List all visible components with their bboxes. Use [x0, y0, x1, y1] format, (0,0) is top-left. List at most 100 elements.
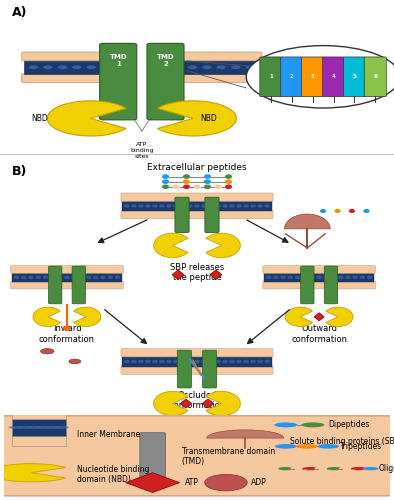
Circle shape	[145, 360, 151, 363]
FancyBboxPatch shape	[177, 350, 191, 388]
Circle shape	[335, 209, 341, 213]
Circle shape	[360, 276, 365, 279]
Circle shape	[202, 66, 212, 69]
Bar	[122, 200, 272, 211]
Circle shape	[314, 467, 330, 470]
Circle shape	[159, 204, 165, 208]
Circle shape	[250, 360, 256, 363]
Circle shape	[183, 174, 190, 179]
Bar	[102, 50, 181, 85]
Circle shape	[250, 204, 256, 208]
Text: NBD: NBD	[201, 114, 217, 123]
Circle shape	[193, 184, 201, 189]
Circle shape	[208, 360, 214, 363]
Text: TMD
1: TMD 1	[110, 54, 127, 68]
Circle shape	[215, 204, 221, 208]
Circle shape	[152, 360, 158, 363]
Circle shape	[245, 66, 255, 69]
Circle shape	[316, 276, 322, 279]
Circle shape	[21, 276, 26, 279]
Circle shape	[222, 360, 228, 363]
Circle shape	[278, 467, 294, 470]
FancyBboxPatch shape	[22, 74, 262, 82]
Circle shape	[331, 276, 336, 279]
Text: Outward
conformation: Outward conformation	[291, 324, 347, 344]
Text: Inner Membrane: Inner Membrane	[77, 430, 141, 440]
Circle shape	[58, 66, 67, 69]
Circle shape	[71, 276, 77, 279]
Circle shape	[345, 276, 351, 279]
Bar	[12, 408, 66, 419]
Circle shape	[115, 276, 120, 279]
Circle shape	[138, 204, 144, 208]
Circle shape	[93, 276, 98, 279]
Circle shape	[208, 204, 214, 208]
Circle shape	[43, 276, 48, 279]
FancyBboxPatch shape	[48, 266, 62, 304]
Wedge shape	[158, 101, 236, 136]
Circle shape	[204, 174, 211, 179]
FancyBboxPatch shape	[322, 57, 344, 96]
Text: Dipeptides: Dipeptides	[328, 420, 370, 430]
Text: 2: 2	[290, 74, 294, 80]
FancyBboxPatch shape	[263, 266, 375, 274]
Circle shape	[27, 426, 41, 429]
Circle shape	[14, 276, 19, 279]
Circle shape	[152, 204, 158, 208]
FancyBboxPatch shape	[100, 44, 137, 120]
Circle shape	[351, 467, 366, 470]
Circle shape	[323, 276, 329, 279]
FancyBboxPatch shape	[11, 282, 123, 289]
Text: B): B)	[12, 165, 27, 178]
Circle shape	[187, 204, 193, 208]
Circle shape	[145, 204, 151, 208]
Wedge shape	[285, 307, 312, 326]
Circle shape	[273, 276, 279, 279]
Circle shape	[180, 204, 186, 208]
FancyBboxPatch shape	[175, 197, 189, 232]
Circle shape	[301, 422, 324, 428]
FancyBboxPatch shape	[121, 210, 273, 219]
Circle shape	[231, 66, 240, 69]
Circle shape	[188, 66, 197, 69]
Circle shape	[29, 66, 38, 69]
Polygon shape	[126, 473, 180, 492]
FancyBboxPatch shape	[72, 266, 85, 304]
Bar	[264, 272, 374, 282]
Bar	[24, 60, 260, 74]
Circle shape	[115, 66, 125, 69]
FancyBboxPatch shape	[121, 366, 273, 374]
Circle shape	[173, 360, 179, 363]
Wedge shape	[47, 101, 126, 136]
Circle shape	[46, 426, 59, 429]
Text: 3: 3	[311, 74, 314, 80]
FancyBboxPatch shape	[301, 57, 323, 96]
Circle shape	[35, 276, 41, 279]
FancyBboxPatch shape	[147, 44, 184, 120]
Circle shape	[295, 276, 300, 279]
Circle shape	[201, 204, 207, 208]
Text: SBP releases
the peptide: SBP releases the peptide	[170, 262, 224, 282]
Circle shape	[108, 276, 113, 279]
Circle shape	[302, 276, 307, 279]
FancyBboxPatch shape	[263, 282, 375, 289]
Circle shape	[352, 276, 358, 279]
Circle shape	[173, 184, 180, 189]
Circle shape	[204, 184, 211, 189]
Circle shape	[131, 360, 137, 363]
Circle shape	[124, 360, 130, 363]
Circle shape	[138, 360, 144, 363]
Text: TMD
2: TMD 2	[157, 54, 174, 68]
Circle shape	[296, 444, 318, 448]
Polygon shape	[203, 399, 214, 408]
Circle shape	[225, 174, 232, 179]
Text: 6: 6	[374, 74, 377, 80]
Wedge shape	[206, 392, 240, 416]
Wedge shape	[206, 430, 284, 438]
Circle shape	[28, 276, 34, 279]
Wedge shape	[154, 392, 188, 416]
Circle shape	[173, 204, 179, 208]
Circle shape	[275, 444, 297, 448]
Text: Solute binding proteins (SBP): Solute binding proteins (SBP)	[290, 437, 394, 446]
Circle shape	[9, 426, 22, 429]
